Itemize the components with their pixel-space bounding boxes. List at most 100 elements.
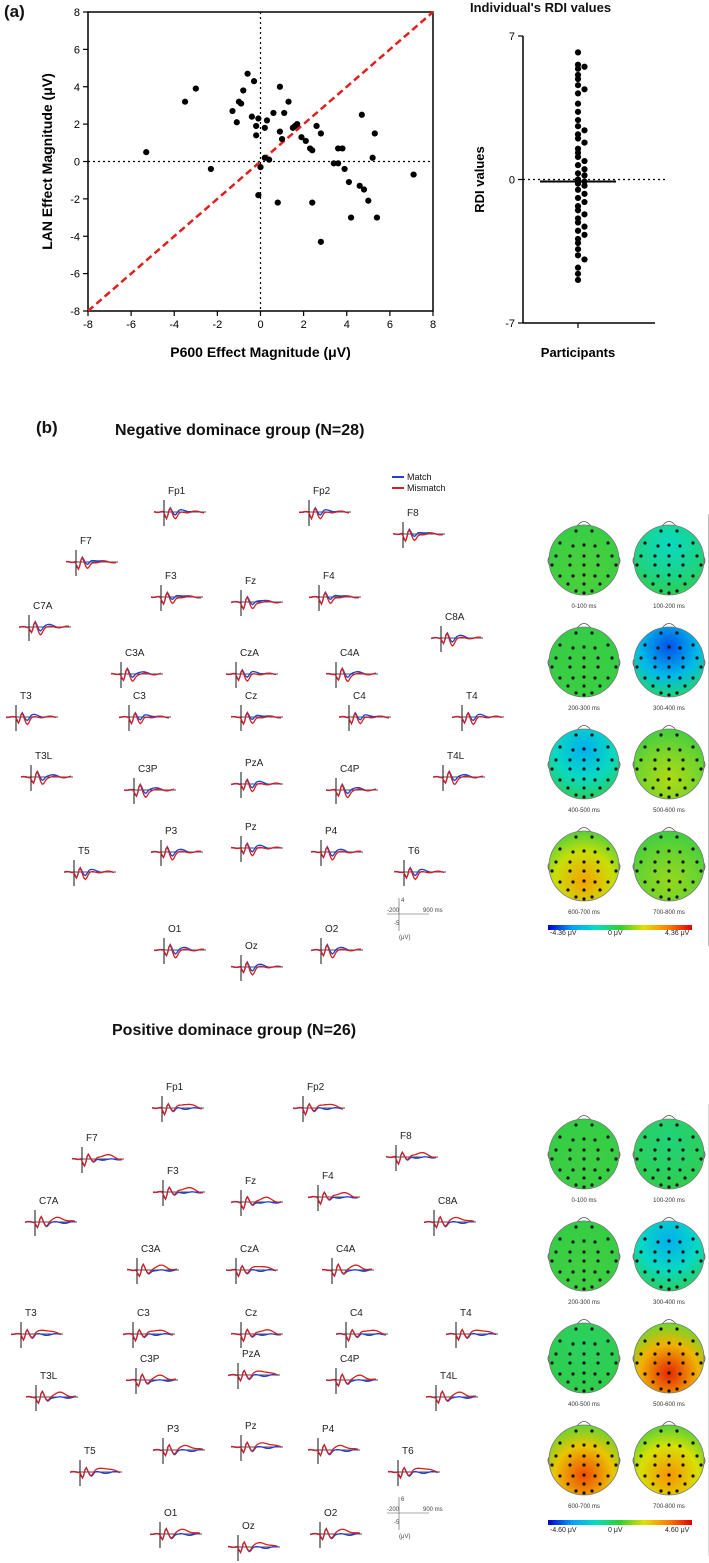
electrode-dot bbox=[653, 563, 657, 567]
electrode-dot bbox=[598, 1482, 602, 1486]
electrode-dot bbox=[582, 1278, 586, 1282]
colorbar-positive bbox=[548, 1520, 692, 1525]
erp-waveform bbox=[231, 955, 283, 981]
electrode-dot bbox=[695, 1148, 699, 1152]
electrode-dot bbox=[667, 1269, 671, 1273]
rdi-point bbox=[574, 276, 582, 284]
electrode-label: Pz bbox=[245, 822, 257, 833]
electrode-dot bbox=[667, 860, 671, 864]
electrode-dot bbox=[667, 795, 671, 799]
electrode-dot bbox=[596, 869, 600, 873]
electrode-dot bbox=[582, 1259, 586, 1263]
erp-mismatch-wave bbox=[26, 1389, 77, 1405]
scatter-ylabel: LAN Effect Magnitude (μV) bbox=[39, 73, 55, 250]
electrode-dot bbox=[681, 1157, 685, 1161]
electrode-dot bbox=[568, 563, 572, 567]
electrode-dot bbox=[656, 1240, 660, 1244]
electrode-dot bbox=[606, 1270, 610, 1274]
x-tick-label: 4 bbox=[344, 319, 350, 331]
electrode-dot bbox=[558, 880, 562, 884]
rdi-point bbox=[581, 157, 588, 165]
electrode-dot bbox=[582, 573, 586, 577]
scatter-point bbox=[369, 154, 376, 161]
electrode-dot bbox=[558, 1270, 562, 1274]
erp-waveform bbox=[231, 836, 283, 862]
electrode-dot bbox=[681, 860, 685, 864]
electrode-label: Fp2 bbox=[307, 1082, 325, 1093]
electrode-dot bbox=[571, 1240, 575, 1244]
electrode-dot bbox=[659, 1285, 663, 1289]
electrode-dot bbox=[582, 645, 586, 649]
electrode-dot bbox=[593, 1342, 597, 1346]
electrode-dot bbox=[593, 544, 597, 548]
nose-outline bbox=[576, 1319, 592, 1325]
erp-mismatch-wave bbox=[226, 1264, 277, 1278]
electrode-dot bbox=[675, 1183, 679, 1187]
electrode-dot bbox=[639, 1250, 643, 1254]
scatter-point bbox=[261, 124, 268, 131]
electrode-dot bbox=[691, 847, 695, 851]
rdi-point bbox=[581, 211, 588, 218]
erp-mismatch-wave bbox=[326, 783, 377, 799]
electrode-dot bbox=[571, 646, 575, 650]
legend-match-swatch bbox=[392, 476, 404, 478]
electrode-dot bbox=[639, 656, 643, 660]
electrode-dot bbox=[667, 879, 671, 883]
electrode-dot bbox=[681, 1250, 685, 1254]
electrode-dot bbox=[590, 631, 594, 635]
electrode-dot bbox=[675, 1285, 679, 1289]
erp-waveform bbox=[119, 705, 171, 731]
topomap-pos-2 bbox=[547, 1217, 621, 1292]
erp-waveform bbox=[6, 705, 58, 731]
electrode-dot bbox=[554, 1250, 558, 1254]
electrode-dot bbox=[590, 1123, 594, 1127]
scale-pos-right: 900 ms bbox=[423, 1507, 443, 1513]
erp-mismatch-wave bbox=[124, 783, 175, 798]
electrode-dot bbox=[667, 1250, 671, 1254]
electrode-dot bbox=[598, 1380, 602, 1384]
electrode-dot bbox=[614, 1157, 618, 1161]
electrode-dot bbox=[659, 1429, 663, 1433]
electrode-dot bbox=[651, 786, 655, 790]
topomap-pos-6 bbox=[547, 1421, 621, 1496]
electrode-dot bbox=[656, 748, 660, 752]
electrode-dot bbox=[574, 793, 578, 797]
electrode-label: Fp2 bbox=[313, 486, 331, 497]
x-tick-label: -8 bbox=[83, 319, 93, 331]
erp-mismatch-wave bbox=[19, 621, 70, 636]
electrode-dot bbox=[656, 880, 660, 884]
scatter-point bbox=[143, 149, 150, 156]
legend-match: Match bbox=[392, 472, 446, 482]
electrode-dot bbox=[667, 591, 671, 595]
scatter-plot: -8 -6 -4 -2 0 2 4 6 8 -8 -6 -4 -2 0 2 4 6 8 P600 Effect Ma… bbox=[39, 7, 436, 360]
electrode-dot bbox=[643, 745, 647, 749]
electrode-dot bbox=[659, 835, 663, 839]
erp-mismatch-wave bbox=[388, 1466, 439, 1480]
scale-pos-left: -200 bbox=[387, 1507, 400, 1513]
y-tick-label: -4 bbox=[70, 231, 80, 243]
topomap-neg-4 bbox=[547, 725, 621, 800]
erp-match-wave bbox=[386, 1150, 437, 1166]
electrode-dot bbox=[590, 1183, 594, 1187]
electrode-dot bbox=[659, 733, 663, 737]
electrode-dot bbox=[656, 1372, 660, 1376]
electrode-dot bbox=[610, 758, 614, 762]
electrode-label: T3L bbox=[35, 751, 53, 762]
electrode-dot bbox=[691, 1135, 695, 1139]
erp-mismatch-wave bbox=[226, 669, 277, 682]
electrode-dot bbox=[614, 869, 618, 873]
rdi-point bbox=[574, 170, 582, 177]
electrode-label: F7 bbox=[86, 1133, 98, 1144]
erp-mismatch-wave bbox=[326, 1372, 376, 1388]
scatter-point bbox=[298, 134, 305, 141]
x-tick-label: 0 bbox=[257, 319, 263, 331]
electrode-label: T4L bbox=[447, 751, 465, 762]
electrode-dot bbox=[667, 1482, 671, 1486]
electrode-dot bbox=[659, 1225, 663, 1229]
rdi-point bbox=[581, 86, 588, 93]
erp-mismatch-wave bbox=[308, 1190, 359, 1206]
electrode-dot bbox=[656, 850, 660, 854]
y-tick-label: 0 bbox=[74, 157, 80, 169]
erp-waveform bbox=[311, 840, 363, 866]
electrode-dot bbox=[678, 1270, 682, 1274]
